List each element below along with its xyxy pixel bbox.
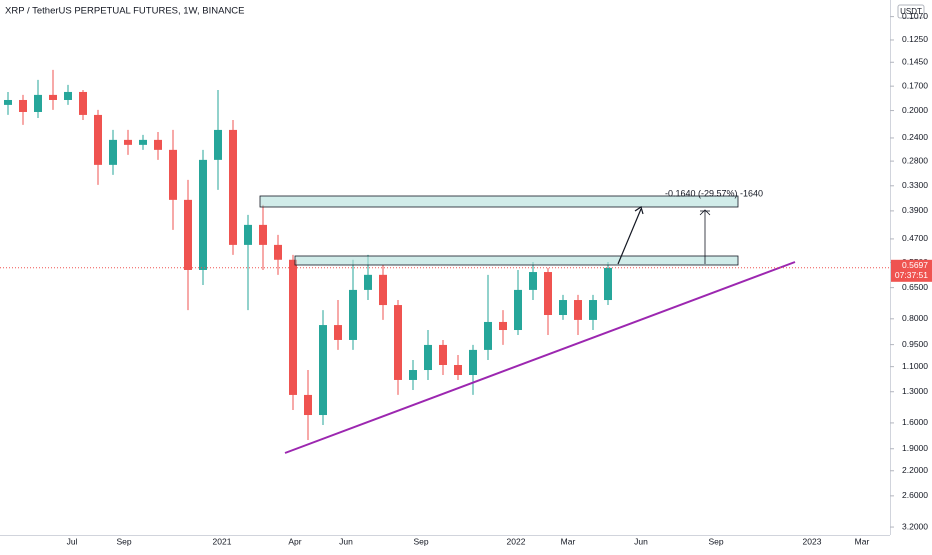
y-tick-label: 0.1450 bbox=[902, 57, 928, 67]
arrow-head bbox=[634, 206, 644, 215]
y-tick-label: 3.2000 bbox=[902, 521, 928, 531]
countdown: 07:37:51 bbox=[895, 270, 928, 280]
candle-body bbox=[79, 91, 87, 115]
x-tick-label: Jun bbox=[634, 536, 648, 546]
candle-body bbox=[394, 305, 402, 380]
x-tick-label: Sep bbox=[116, 536, 131, 546]
candle-body bbox=[229, 129, 237, 245]
candle-body bbox=[169, 149, 177, 200]
candle-body bbox=[154, 139, 162, 150]
y-tick-label: 0.2000 bbox=[902, 105, 928, 115]
candle-body bbox=[124, 139, 132, 145]
y-tick-label: 1.3000 bbox=[902, 386, 928, 396]
chart-title: XRP / TetherUS PERPETUAL FUTURES, 1W, BI… bbox=[5, 6, 245, 17]
candle-body bbox=[559, 300, 567, 316]
y-tick-label: 1.9000 bbox=[902, 443, 928, 453]
candle-body bbox=[544, 272, 552, 316]
candle-body bbox=[109, 139, 117, 165]
candle-body bbox=[94, 114, 102, 165]
candle-body bbox=[529, 272, 537, 290]
x-tick-label: 2023 bbox=[803, 536, 822, 546]
x-tick-label: Mar bbox=[561, 536, 576, 546]
candle-body bbox=[49, 94, 57, 100]
y-tick-label: 2.2000 bbox=[902, 465, 928, 475]
drawings: -0.1640 (-29.57%) -1640 bbox=[259, 188, 796, 454]
plot bbox=[4, 69, 612, 441]
arrow bbox=[617, 208, 642, 265]
candle-body bbox=[334, 325, 342, 340]
x-tick-label: Jul bbox=[67, 536, 78, 546]
y-tick-label: 0.1070 bbox=[902, 11, 928, 21]
currency: USDT bbox=[900, 7, 922, 16]
y-tick-label: 0.6500 bbox=[902, 282, 928, 292]
candle-body bbox=[424, 344, 432, 371]
candle-body bbox=[484, 321, 492, 350]
candle-body bbox=[184, 199, 192, 270]
y-tick-label: 0.3900 bbox=[902, 205, 928, 215]
candle-body bbox=[274, 244, 282, 260]
candle-body bbox=[64, 91, 72, 100]
y-tick-label: 0.2800 bbox=[902, 155, 928, 165]
candle-body bbox=[259, 224, 267, 245]
candle-body bbox=[199, 159, 207, 270]
candle-body bbox=[364, 274, 372, 290]
x-tick-label: Mar bbox=[855, 536, 870, 546]
candle-body bbox=[4, 99, 12, 105]
candle-body bbox=[19, 99, 27, 112]
candle-body bbox=[439, 344, 447, 365]
candle-body bbox=[289, 259, 297, 395]
y-tick-label: 0.2400 bbox=[902, 132, 928, 142]
x-tick-label: 2021 bbox=[213, 536, 232, 546]
candle-body bbox=[349, 289, 357, 340]
candle-body bbox=[304, 394, 312, 416]
y-tick-label: 0.1250 bbox=[902, 34, 928, 44]
last-price-label: 0.5697 bbox=[902, 260, 928, 270]
y-tick-label: 2.6000 bbox=[902, 490, 928, 500]
measure-label: -0.1640 (-29.57%) -1640 bbox=[665, 188, 763, 198]
candle-body bbox=[319, 325, 327, 416]
candle-body bbox=[34, 94, 42, 112]
x-tick-label: Sep bbox=[413, 536, 428, 546]
y-tick-label: 0.9500 bbox=[902, 339, 928, 349]
y-tick-label: 0.3300 bbox=[902, 180, 928, 190]
candle-body bbox=[379, 274, 387, 306]
last-price-badge bbox=[891, 259, 932, 282]
candle-body bbox=[604, 267, 612, 301]
x-tick-label: 2022 bbox=[507, 536, 526, 546]
candle-body bbox=[139, 139, 147, 145]
y-tick-label: 0.8000 bbox=[902, 313, 928, 323]
candle-body bbox=[574, 300, 582, 320]
candle-body bbox=[214, 129, 222, 160]
measure-head bbox=[699, 209, 711, 216]
trend-line bbox=[284, 261, 796, 454]
candle-body bbox=[454, 364, 462, 376]
candle-body bbox=[244, 224, 252, 245]
y-tick-label: 1.1000 bbox=[902, 361, 928, 371]
x-tick-label: Apr bbox=[288, 536, 301, 546]
breakout-zone bbox=[294, 255, 739, 266]
y-tick-label: 0.4700 bbox=[902, 233, 928, 243]
x-tick-label: Sep bbox=[708, 536, 723, 546]
resistance-zone bbox=[259, 195, 739, 208]
candle-body bbox=[469, 349, 477, 376]
candle-body bbox=[514, 289, 522, 331]
x-tick-label: Jun bbox=[339, 536, 353, 546]
y-tick-label: 1.6000 bbox=[902, 417, 928, 427]
candle-body bbox=[409, 370, 417, 380]
candle-body bbox=[589, 300, 597, 320]
y-tick-label: 0.1700 bbox=[902, 80, 928, 90]
candle-body bbox=[499, 321, 507, 331]
currency-badge[interactable] bbox=[897, 4, 925, 19]
